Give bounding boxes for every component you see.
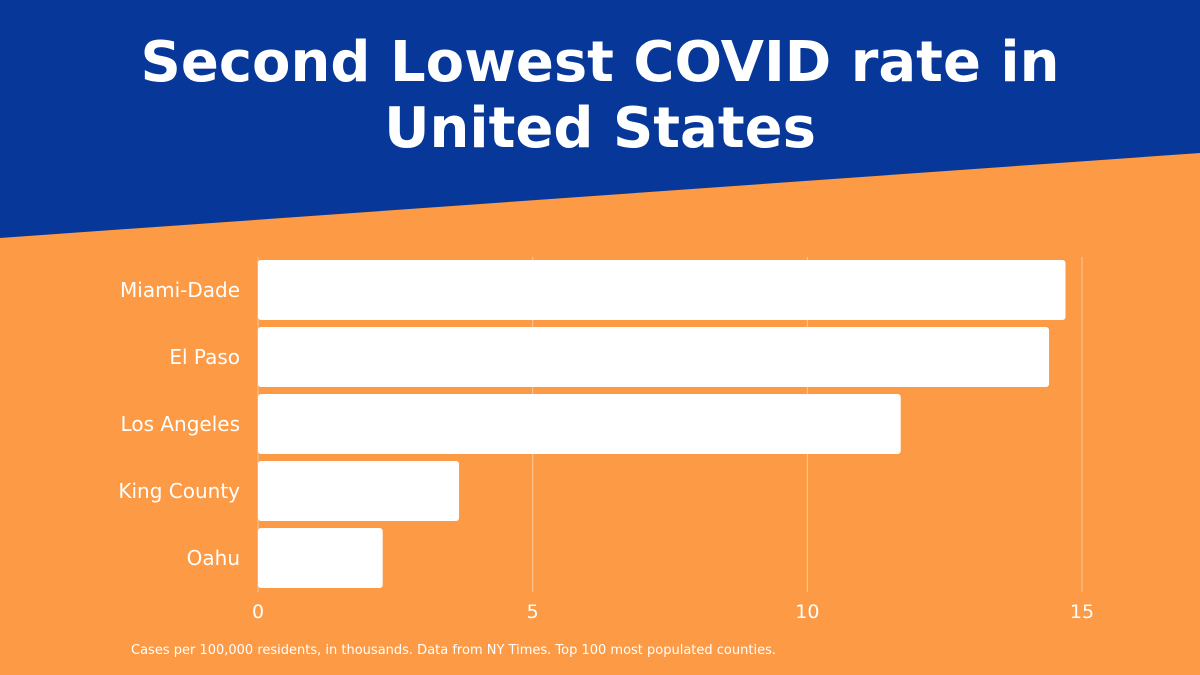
category-label-king-county: King County: [118, 479, 240, 503]
header-banner: [0, 0, 1200, 238]
category-label-los-angeles: Los Angeles: [121, 412, 240, 436]
bar-los-angeles: [258, 394, 901, 454]
bar-king-county: [258, 461, 460, 521]
chart-title: Second Lowest COVID rate in United State…: [0, 30, 1200, 162]
bar-el-paso: [258, 327, 1050, 387]
title-line-1: Second Lowest COVID rate in: [140, 30, 1060, 95]
x-tick-label-10: 10: [795, 601, 819, 623]
x-tick-label-5: 5: [527, 601, 539, 623]
x-tick-label-0: 0: [252, 601, 264, 623]
bar-oahu: [258, 528, 383, 588]
bar-miami-dade: [258, 260, 1066, 320]
category-label-miami-dade: Miami-Dade: [120, 278, 240, 302]
bars: [258, 260, 1066, 588]
x-tick-label-15: 15: [1070, 601, 1094, 623]
category-label-el-paso: El Paso: [169, 345, 240, 369]
category-label-oahu: Oahu: [187, 546, 240, 570]
title-line-2: United States: [384, 96, 816, 161]
category-labels: Miami-Dade El Paso Los Angeles King County O…: [118, 278, 240, 570]
footnote: Cases per 100,000 residents, in thousand…: [131, 643, 776, 658]
x-axis-ticks: 0 5 10 15: [252, 601, 1094, 623]
